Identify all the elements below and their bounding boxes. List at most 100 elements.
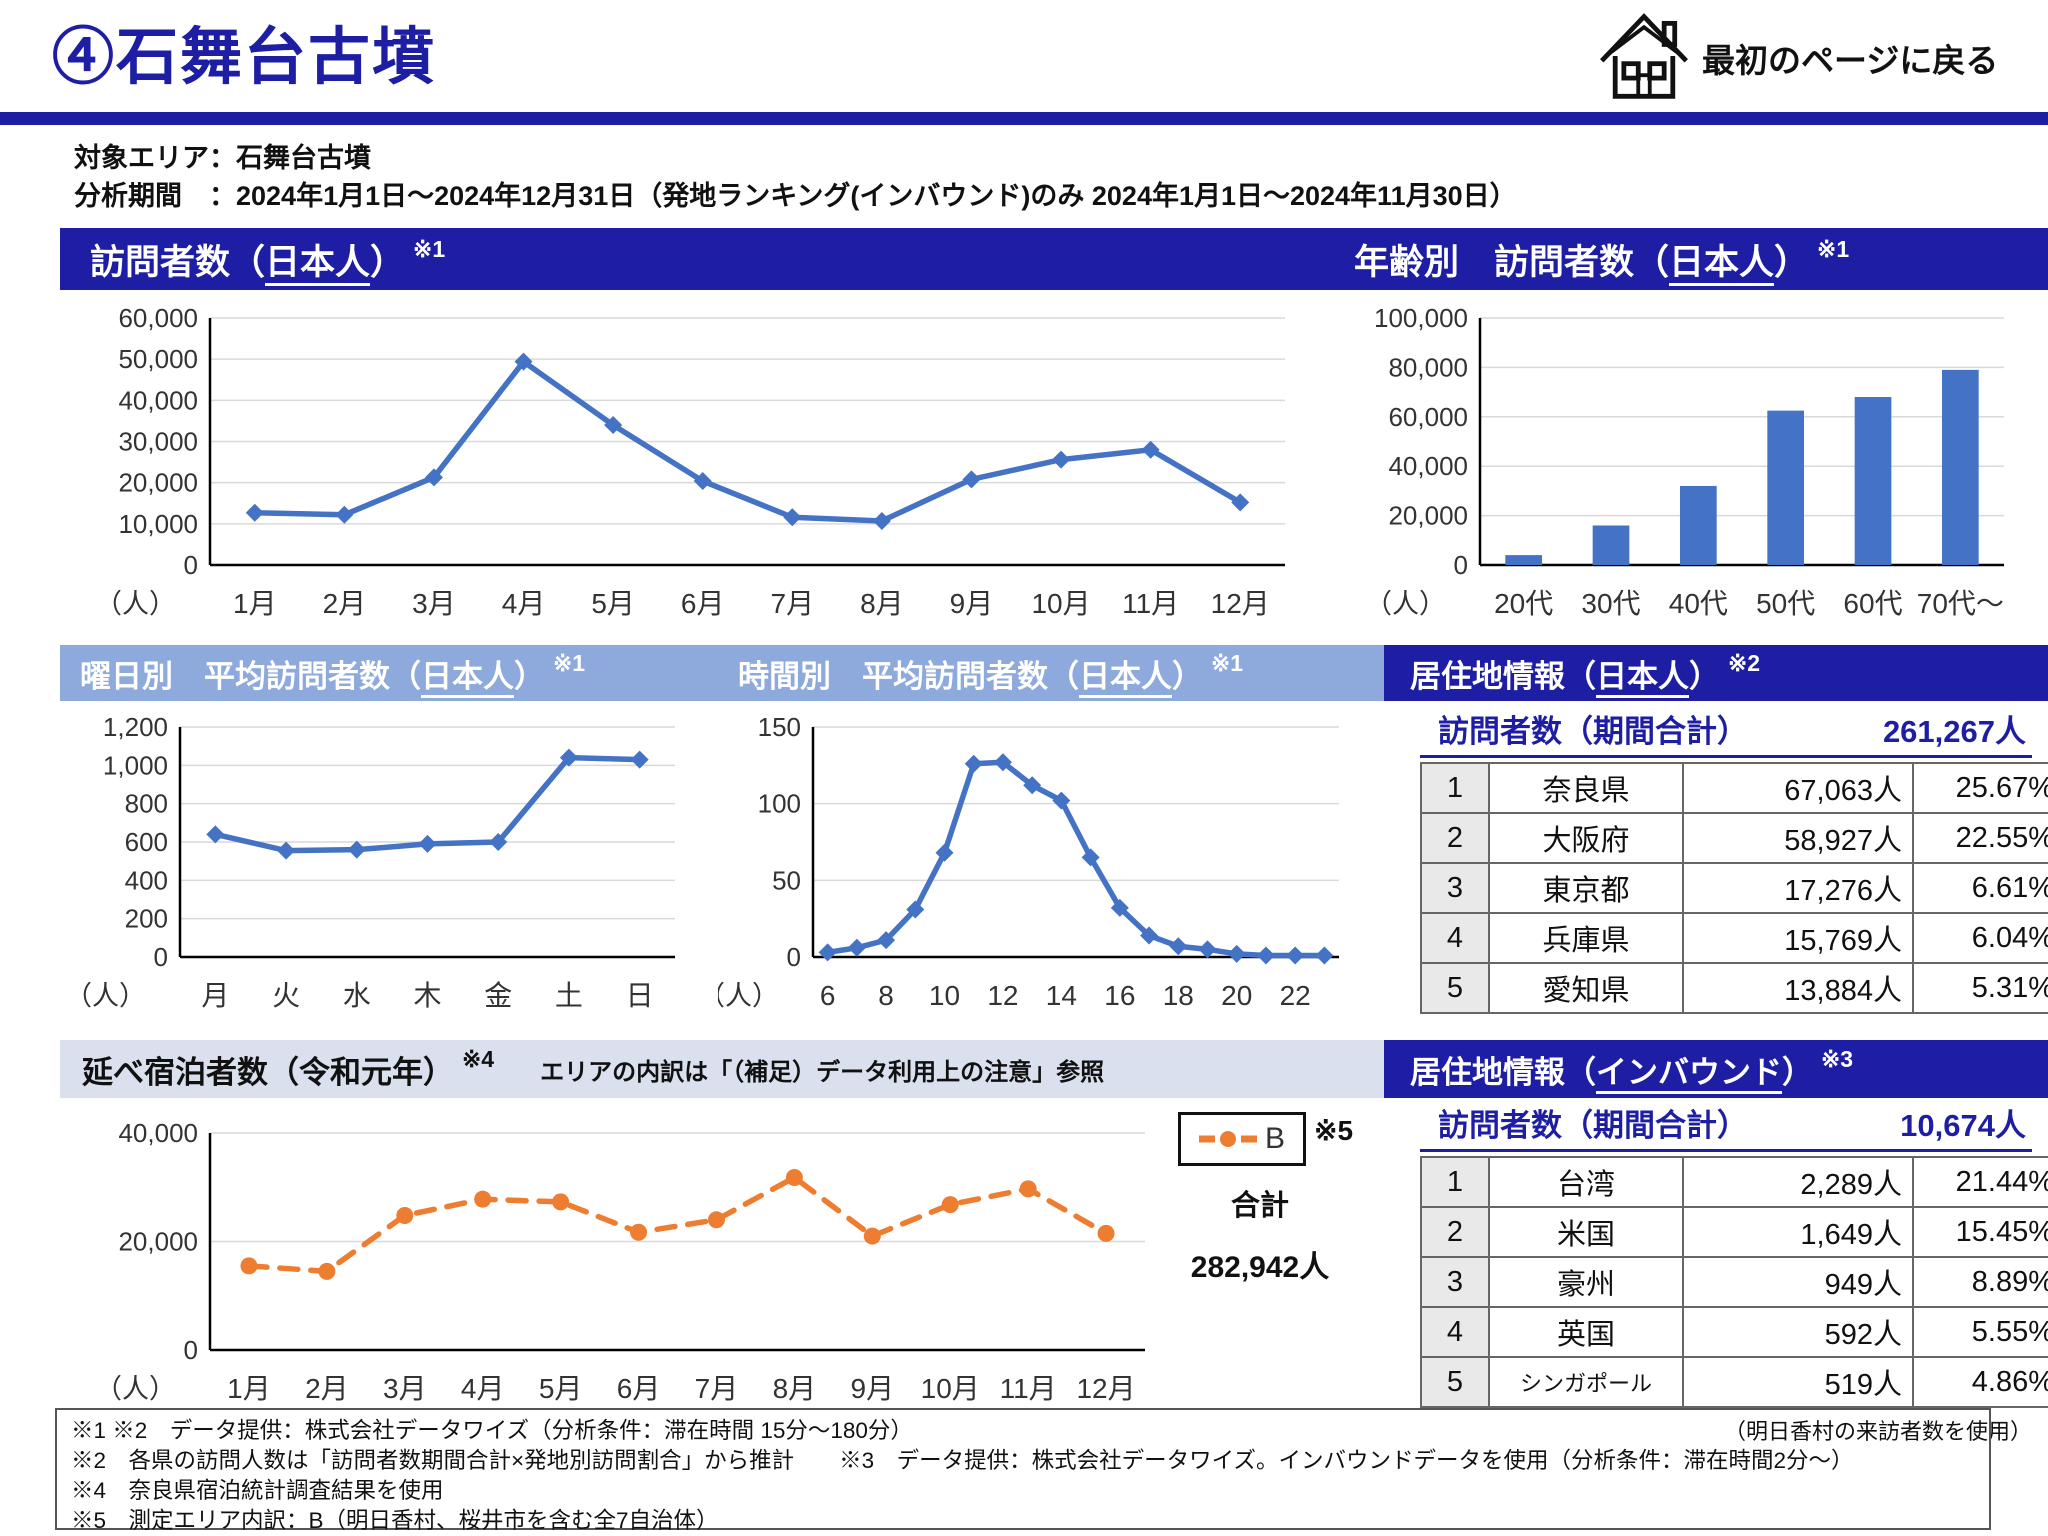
- svg-text:金: 金: [484, 980, 512, 1011]
- footnote-line: ※5 測定エリア内訳：B（明日香村、桜井市を含む全7自治体）: [71, 1507, 719, 1533]
- panel-header-residence-inbound: 居住地情報（インバウンド） ※3: [1384, 1040, 2048, 1098]
- panel-header-residence-jp: 居住地情報（日本人） ※2: [1384, 645, 2048, 701]
- svg-text:0: 0: [184, 550, 198, 580]
- svg-text:10: 10: [929, 980, 960, 1011]
- svg-text:22: 22: [1280, 980, 1311, 1011]
- svg-text:0: 0: [184, 1335, 198, 1365]
- svg-text:80,000: 80,000: [1388, 352, 1468, 382]
- svg-text:1月: 1月: [227, 1373, 271, 1404]
- panel-header-weekday: 曜日別 平均訪問者数（日本人） ※1: [60, 645, 720, 701]
- table-row: 2 米国 1,649人 15.45%: [1420, 1206, 2048, 1258]
- svg-text:20,000: 20,000: [118, 1227, 198, 1257]
- hourly-visitors-line-chart: 0 50 100 150 （人） 6 8 10 12 14 16 18 20 22: [718, 712, 1339, 1011]
- lodging-note: エリアの内訳は「（補足）データ利用上の注意」参照: [540, 1058, 1105, 1086]
- svg-text:16: 16: [1104, 980, 1135, 1011]
- residence-inbound-table: 1 台湾 2,289人 21.44% 2 米国 1,649人 15.45% 3 豪州 949人 8.8…: [1420, 1156, 2048, 1408]
- svg-text:6月: 6月: [617, 1373, 661, 1404]
- svg-text:100: 100: [758, 789, 801, 819]
- svg-text:11月: 11月: [1000, 1373, 1057, 1404]
- legend-series-label: B: [1264, 1122, 1285, 1155]
- svg-text:40代: 40代: [1669, 588, 1728, 619]
- table-row: 1 台湾 2,289人 21.44%: [1420, 1156, 2048, 1208]
- svg-text:1月: 1月: [233, 588, 277, 619]
- footnote-line: ※1 ※2 データ提供：株式会社データワイズ（分析条件：滞在時間 15分～180…: [71, 1418, 913, 1443]
- lodging-total-label: 合計: [1230, 1190, 1289, 1222]
- svg-text:4月: 4月: [502, 588, 546, 619]
- footnote-line: ※2 各県の訪問人数は「訪問者数期間合計×発地別訪問割合」から推計 ※3 データ…: [71, 1447, 1854, 1473]
- svg-text:60,000: 60,000: [118, 303, 198, 333]
- svg-text:50: 50: [772, 865, 801, 895]
- svg-text:0: 0: [787, 942, 801, 972]
- page-title: ④石舞台古墳: [52, 23, 437, 92]
- svg-text:40,000: 40,000: [1388, 451, 1468, 481]
- svg-text:（人）: （人）: [65, 981, 146, 1011]
- svg-text:6: 6: [820, 980, 836, 1011]
- svg-text:6月: 6月: [681, 588, 725, 619]
- svg-text:9月: 9月: [950, 588, 994, 619]
- residence-jp-block: 訪問者数（期間合計） 261,267人 1 奈良県 67,063人 25.67% 2 大阪…: [1420, 706, 2048, 1014]
- svg-text:150: 150: [758, 712, 801, 742]
- panel-header-lodging: 延べ宿泊者数（令和元年） ※4 エリアの内訳は「（補足）データ利用上の注意」参照: [60, 1040, 1386, 1098]
- svg-text:50,000: 50,000: [118, 344, 198, 374]
- svg-text:土: 土: [555, 980, 583, 1011]
- svg-text:3月: 3月: [412, 588, 456, 619]
- svg-text:30代: 30代: [1581, 588, 1640, 619]
- table-row: 3 東京都 17,276人 6.61%: [1420, 862, 2048, 914]
- svg-text:4月: 4月: [461, 1373, 505, 1404]
- svg-text:7月: 7月: [695, 1373, 739, 1404]
- svg-text:0: 0: [154, 942, 168, 972]
- back-to-first-page-link[interactable]: 最初のページに戻る: [1596, 8, 2036, 108]
- svg-text:20,000: 20,000: [1388, 501, 1468, 531]
- svg-text:8月: 8月: [860, 588, 904, 619]
- svg-text:7月: 7月: [771, 588, 815, 619]
- svg-text:（人）: （人）: [1365, 589, 1446, 619]
- svg-text:月: 月: [201, 980, 229, 1011]
- svg-text:1,000: 1,000: [103, 750, 168, 780]
- title-divider: [0, 112, 2048, 125]
- svg-text:水: 水: [343, 980, 371, 1011]
- svg-text:9月: 9月: [851, 1373, 895, 1404]
- svg-text:18: 18: [1163, 980, 1194, 1011]
- svg-text:2月: 2月: [323, 588, 367, 619]
- svg-text:8月: 8月: [773, 1373, 817, 1404]
- svg-text:木: 木: [413, 980, 441, 1011]
- table-row: 3 豪州 949人 8.89%: [1420, 1256, 2048, 1308]
- svg-text:20,000: 20,000: [118, 468, 198, 498]
- svg-text:50代: 50代: [1756, 588, 1815, 619]
- table-row: 4 兵庫県 15,769人 6.04%: [1420, 912, 2048, 964]
- svg-text:（人）: （人）: [718, 981, 779, 1011]
- svg-text:火: 火: [272, 980, 300, 1011]
- table-row: 2 大阪府 58,927人 22.55%: [1420, 812, 2048, 864]
- svg-text:（人）: （人）: [95, 589, 176, 619]
- table-row: 5 シンガポール 519人 4.86%: [1420, 1356, 2048, 1408]
- monthly-visitors-line-chart: 0 10,000 20,000 30,000 40,000 50,000 60,000 （人）…: [95, 303, 1285, 619]
- svg-text:10,000: 10,000: [118, 509, 198, 539]
- footnote-ref: ※1: [553, 649, 586, 676]
- footnote-ref: ※4: [462, 1045, 495, 1072]
- weekday-visitors-line-chart: 0 200 400 600 800 1,000 1,200 （人） 月 火 水 木 金 土 日: [65, 712, 675, 1011]
- residence-inbound-total: 訪問者数（期間合計） 10,674人: [1420, 1100, 2032, 1152]
- svg-text:20: 20: [1221, 980, 1252, 1011]
- table-row: 4 英国 592人 5.55%: [1420, 1306, 2048, 1358]
- svg-text:1,200: 1,200: [103, 712, 168, 742]
- svg-text:600: 600: [125, 827, 168, 857]
- svg-text:10月: 10月: [921, 1373, 980, 1404]
- svg-text:2月: 2月: [305, 1373, 349, 1404]
- panel-header-age-visitors: 年齢別 訪問者数（日本人） ※1: [1326, 228, 2048, 290]
- legend-footnote-ref: ※5: [1314, 1115, 1354, 1146]
- svg-text:0: 0: [1454, 550, 1468, 580]
- lodging-legend: B: [1178, 1112, 1306, 1166]
- svg-text:60,000: 60,000: [1388, 402, 1468, 432]
- svg-text:800: 800: [125, 789, 168, 819]
- home-icon[interactable]: [1596, 8, 1692, 109]
- svg-text:40,000: 40,000: [118, 385, 198, 415]
- svg-text:200: 200: [125, 904, 168, 934]
- legend-dash-icon: [1198, 1131, 1257, 1147]
- footnote-line: ※4 奈良県宿泊統計調査結果を使用: [71, 1477, 444, 1503]
- footnote-ref: ※1: [1817, 235, 1850, 262]
- svg-text:12月: 12月: [1076, 1373, 1135, 1404]
- back-link-label[interactable]: 最初のページに戻る: [1702, 42, 1999, 79]
- svg-text:30,000: 30,000: [118, 427, 198, 457]
- svg-text:70代～: 70代～: [1917, 588, 2004, 619]
